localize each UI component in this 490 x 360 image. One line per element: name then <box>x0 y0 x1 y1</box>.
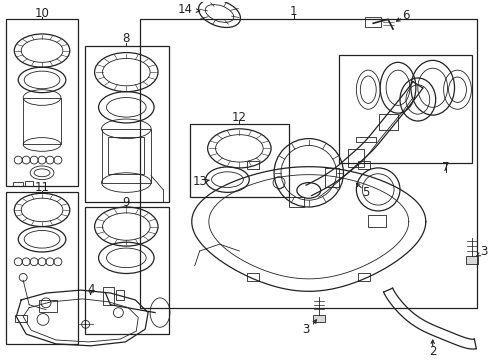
Text: 3: 3 <box>302 323 310 336</box>
Bar <box>313 315 325 322</box>
Text: 9: 9 <box>122 195 130 209</box>
Bar <box>6 192 78 344</box>
Text: 1: 1 <box>290 5 297 18</box>
Text: 11: 11 <box>34 181 49 194</box>
Text: 6: 6 <box>402 9 410 22</box>
Bar <box>379 114 398 130</box>
Bar <box>466 256 478 264</box>
Bar <box>6 19 78 185</box>
Text: 2: 2 <box>429 345 437 358</box>
Bar <box>324 168 339 187</box>
Bar <box>247 274 259 281</box>
Bar <box>190 124 289 197</box>
Bar <box>289 197 304 207</box>
Bar <box>23 98 61 144</box>
Bar <box>108 137 144 174</box>
Text: 3: 3 <box>481 244 488 257</box>
Bar <box>39 300 57 312</box>
Text: 8: 8 <box>122 32 130 45</box>
Text: 14: 14 <box>177 3 193 16</box>
Text: 4: 4 <box>87 283 95 296</box>
Bar <box>102 287 115 305</box>
Bar <box>13 181 23 186</box>
Bar <box>339 55 472 163</box>
Bar <box>15 315 27 322</box>
Bar <box>25 181 33 186</box>
Bar <box>348 149 365 167</box>
Bar <box>368 215 386 226</box>
Bar <box>358 161 370 169</box>
Text: 7: 7 <box>442 161 449 174</box>
Bar <box>247 161 259 169</box>
Bar <box>101 129 151 183</box>
Bar <box>356 137 376 141</box>
Text: 12: 12 <box>232 111 247 123</box>
Text: 5: 5 <box>363 186 370 199</box>
Text: 13: 13 <box>192 175 207 188</box>
Bar <box>358 274 370 281</box>
Bar <box>117 290 124 300</box>
Bar <box>365 17 381 27</box>
Bar <box>85 207 169 334</box>
Text: 10: 10 <box>35 7 49 20</box>
Bar <box>140 19 477 308</box>
Bar <box>85 46 169 202</box>
